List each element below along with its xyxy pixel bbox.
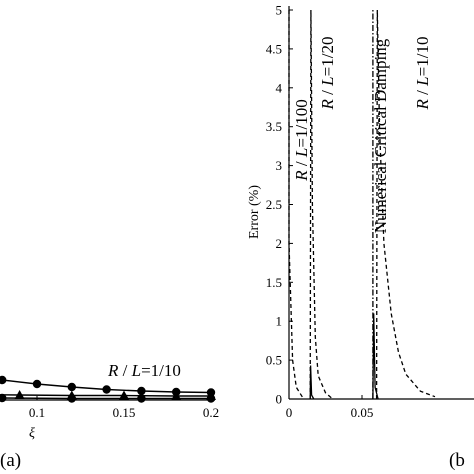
panel-b-x-tick-label: 0.05 xyxy=(351,405,374,420)
panel-b-y-ticks: 0 0.5 1 1.5 2 2.5 3 3.5 4 4.5 5 xyxy=(266,3,293,407)
annotation-r-l-1-20: R / L=1/20 xyxy=(318,37,337,111)
panel-b-y-tick-label: 1 xyxy=(276,314,283,329)
panel-a-data-point xyxy=(0,393,7,403)
annotation-r-l-1-100: R / L=1/100 xyxy=(292,99,311,181)
panel-b-y-tick-label: 1.5 xyxy=(266,275,282,290)
panel-b-y-tick-label: 4 xyxy=(276,80,283,95)
panel-b-y-tick-label: 3.5 xyxy=(266,119,282,134)
panel-b-y-tick-label: 4.5 xyxy=(266,41,282,56)
panel-a-data-point xyxy=(171,391,182,400)
annotation-numerical-critical-damping: Numerical Critical Damping xyxy=(371,38,390,233)
panel-a-data-point xyxy=(206,394,216,403)
panel-a-data-point xyxy=(137,394,146,403)
panel-b-series-line xyxy=(309,365,315,400)
panel-a-x-tick-label: 0.15 xyxy=(113,405,136,420)
panel-a-x-axis-label: ξ xyxy=(29,426,35,441)
panel-a-data-point xyxy=(119,390,129,400)
panel-a-annotation: R / L=1/10 xyxy=(107,361,181,380)
panel-a-label: (a) xyxy=(0,450,21,471)
panel-a: 0.1 0.15 0.2 ξ (a) R / L=1/10 xyxy=(0,361,219,471)
panel-a-x-tick-label: 0.1 xyxy=(29,405,45,420)
panel-a-series-group xyxy=(0,375,216,403)
panel-b-series-line xyxy=(372,313,379,400)
panel-b-y-tick-label: 0.5 xyxy=(266,353,282,368)
panel-b-y-tick-label: 2.5 xyxy=(266,197,282,212)
panel-b-label: (b xyxy=(449,450,465,471)
panel-a-x-tick-label: 0.2 xyxy=(203,405,219,420)
panel-a-series-line xyxy=(0,397,211,400)
panel-b-y-tick-label: 3 xyxy=(276,158,283,173)
panel-b-series-line xyxy=(309,9,334,400)
panel-b-y-tick-label: 5 xyxy=(276,3,283,18)
panel-b-x-ticks: 0 0.05 xyxy=(286,395,374,420)
panel-b-y-tick-label: 0 xyxy=(276,392,283,407)
panel-a-data-point xyxy=(67,382,77,392)
panel-b-x-tick-label: 0 xyxy=(286,405,293,420)
panel-b-series-group xyxy=(288,9,436,400)
annotation-r-l-1-10: R / L=1/10 xyxy=(413,37,432,111)
panel-b-series-line xyxy=(288,10,305,400)
panel-a-data-point xyxy=(14,390,25,399)
panel-a-series-line xyxy=(0,394,211,397)
panel-a-data-point xyxy=(102,385,111,394)
panel-a-data-point xyxy=(67,394,77,403)
panel-a-data-point xyxy=(0,375,7,385)
panel-a-data-point xyxy=(32,379,42,389)
panel-a-data-point xyxy=(137,386,146,396)
panel-b-y-axis-label: Error (%) xyxy=(247,185,262,239)
panel-b-y-tick-label: 2 xyxy=(276,236,283,251)
panel-b-series-line xyxy=(375,9,436,400)
panel-b: 00.511.522.533.544.55 0 0.05 Error (%) R … xyxy=(247,3,474,471)
